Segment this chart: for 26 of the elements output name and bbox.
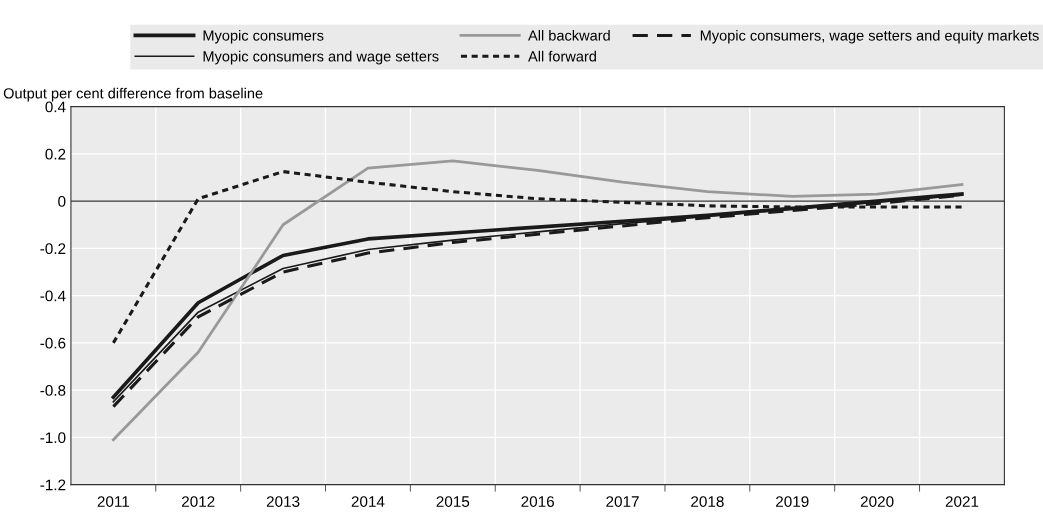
x-tick-label: 2020 bbox=[860, 496, 894, 507]
legend-label: All forward bbox=[528, 50, 596, 62]
y-tick-label: -0.4 bbox=[40, 290, 66, 302]
x-tick-label: 2019 bbox=[776, 496, 809, 507]
x-tick-label: 2014 bbox=[351, 496, 385, 507]
y-tick-label: -1.2 bbox=[40, 479, 66, 491]
y-tick-label: -1.0 bbox=[40, 432, 66, 444]
y-axis-title: Output per cent difference from baseline bbox=[3, 87, 263, 102]
y-tick-label: 0 bbox=[58, 195, 66, 207]
y-tick-label: 0.2 bbox=[45, 148, 66, 160]
x-tick-label: 2018 bbox=[691, 496, 724, 507]
y-tick-label: -0.6 bbox=[40, 337, 66, 349]
x-tick-label: 2021 bbox=[945, 496, 979, 507]
y-tick-label: 0.4 bbox=[45, 101, 66, 113]
legend-label: Myopic consumers and wage setters bbox=[203, 50, 439, 65]
x-tick-label: 2012 bbox=[181, 496, 215, 507]
x-tick-label: 2015 bbox=[436, 496, 470, 507]
y-tick-label: -0.8 bbox=[40, 385, 66, 396]
x-tick-label: 2017 bbox=[606, 496, 639, 507]
x-tick-label: 2016 bbox=[521, 496, 554, 507]
x-tick-label: 2011 bbox=[97, 496, 130, 507]
legend-label: Myopic consumers bbox=[203, 29, 324, 44]
y-tick-label: -0.2 bbox=[40, 243, 66, 255]
legend-label: All backward bbox=[528, 29, 610, 41]
x-tick-label: 2013 bbox=[266, 496, 300, 507]
legend-label: Myopic consumers, wage setters and equity markets bbox=[700, 29, 1039, 44]
